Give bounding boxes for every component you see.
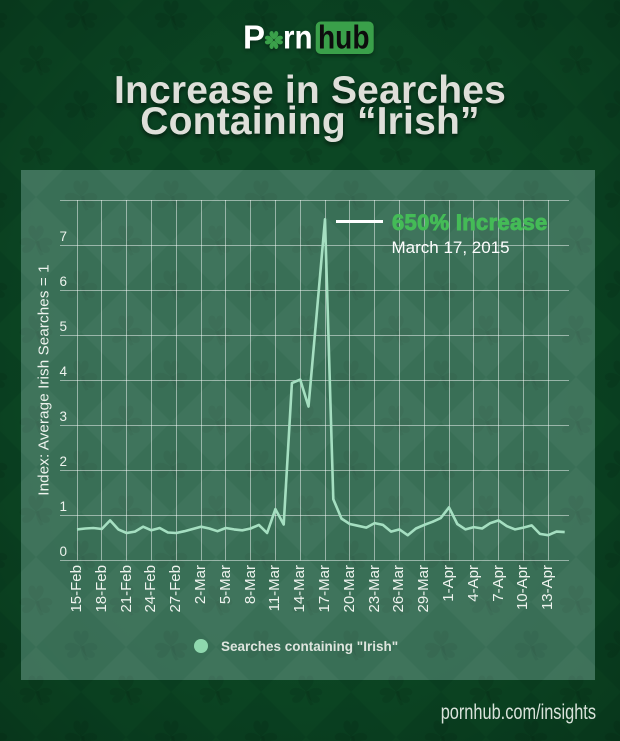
svg-text:hub: hub	[318, 19, 370, 56]
svg-text:rn: rn	[283, 19, 313, 56]
svg-text:P: P	[243, 19, 265, 56]
